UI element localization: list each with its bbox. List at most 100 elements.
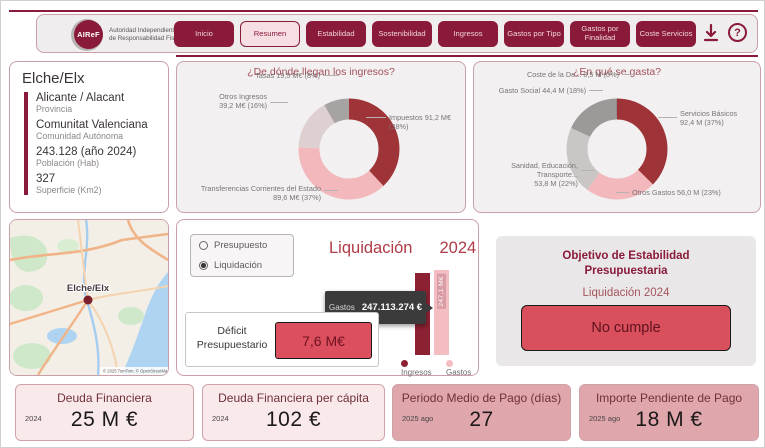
label-connector: [324, 190, 338, 191]
help-icon[interactable]: ?: [728, 23, 747, 42]
kpi-period: 2025 ago: [402, 414, 434, 423]
liquidacion-year: 2024: [439, 239, 477, 257]
kpi-title: Importe Pendiente de Pago: [595, 391, 743, 405]
label-sanidad: Sanidad, Educación, Transporte... 53,8 M…: [511, 161, 578, 189]
kpi-period: 2025 ago: [589, 414, 621, 423]
bar-chart-legend: Ingresos Gastos: [401, 359, 478, 377]
label-impuestos: Impuestos 91,2 M€ (38%): [389, 113, 452, 132]
gastos-chart-title: ¿En qué se gasta?: [572, 66, 662, 78]
map-marker-icon[interactable]: [83, 295, 93, 305]
kpi-importe-pendiente: Importe Pendiente de Pago 2025 ago 18 M …: [579, 384, 759, 441]
legend-ingresos: Ingresos: [401, 359, 438, 377]
map-road: [10, 298, 89, 326]
nav-estabilidad[interactable]: Estabilidad: [306, 21, 366, 47]
legend-gastos: Gastos: [445, 359, 478, 377]
stability-title: Objetivo de Estabilidad Presupuestaria: [562, 250, 690, 277]
ingresos-donut-chart[interactable]: [296, 96, 402, 202]
nav-gastos-finalidad[interactable]: Gastos por Finalidad: [570, 21, 630, 47]
map-road: [87, 299, 119, 375]
radio-unselected-icon[interactable]: [199, 241, 208, 250]
gastos-dot-icon: [445, 360, 453, 367]
liquidacion-title: Liquidación 2024: [329, 239, 476, 258]
poblacion-label: Población (Hab): [36, 158, 100, 168]
entity-name: Elche/Elx: [22, 70, 85, 87]
gastos-bar[interactable]: 247,1 M€: [434, 270, 449, 355]
stability-status-button[interactable]: No cumple: [521, 305, 731, 351]
nav-buttons: Inicio Resumen Estabilidad Sostenibilida…: [174, 21, 696, 47]
map[interactable]: Elche/Elx © 2025 TomTom, © OpenStreetMap: [10, 220, 168, 375]
map-road: [87, 285, 168, 301]
kpi-title: Deuda Financiera per cápita: [218, 391, 369, 405]
top-rule: [9, 10, 758, 12]
label-otros-gastos: Otros Gastos 56,0 M (23%): [632, 188, 721, 197]
nav-coste-servicios[interactable]: Coste Servicios: [636, 21, 696, 47]
kpi-period: 2024: [25, 414, 42, 423]
nav-sostenibilidad[interactable]: Sostenibilidad: [372, 21, 432, 47]
label-tasas: Tasas 19,5 M€ (8%): [255, 71, 320, 80]
superficie-label: Superficie (Km2): [36, 185, 102, 195]
map-road: [77, 220, 89, 301]
tooltip-value: 247.113.274 €: [361, 302, 423, 313]
map-attribution: © 2025 TomTom, © OpenStreetMap: [103, 369, 168, 374]
scenario-selector: Presupuesto Liquidación: [190, 234, 294, 277]
label-connector: [616, 192, 629, 193]
radio-presupuesto[interactable]: Presupuesto: [199, 240, 285, 251]
comunidad-label: Comunidad Autónoma: [36, 131, 124, 141]
liquidacion-card: Presupuesto Liquidación Liquidación 2024…: [176, 219, 479, 377]
label-transferencias: Transferencias Corrientes del Estado 89,…: [200, 184, 321, 203]
kpi-period: 2024: [212, 414, 229, 423]
map-green-area: [118, 307, 144, 325]
kpi-title: Deuda Financiera: [57, 391, 152, 405]
label-connector: [581, 170, 595, 171]
label-connector: [270, 102, 288, 103]
map-card: Elche/Elx © 2025 TomTom, © OpenStreetMap: [9, 219, 169, 376]
radio-selected-icon[interactable]: [199, 261, 208, 270]
label-connector: [622, 74, 636, 75]
map-road: [10, 232, 168, 262]
kpi-deuda-per-capita: Deuda Financiera per cápita 2024 102 €: [202, 384, 385, 441]
map-attribution-bg: [100, 367, 168, 375]
kpi-value: 18 M €: [635, 408, 703, 431]
nav-inicio[interactable]: Inicio: [174, 21, 234, 47]
airef-logo-icon: AIReF: [71, 19, 103, 51]
map-road: [126, 220, 168, 262]
nav-gastos-tipo[interactable]: Gastos por Tipo: [504, 21, 564, 47]
ingresos-chart-card: ¿De dónde llegan los ingresos? Tasas 19,…: [176, 61, 466, 213]
entity-item-poblacion: 243.128 (año 2024) Población (Hab): [36, 146, 168, 168]
map-sea: [122, 272, 168, 375]
radio-presupuesto-label: Presupuesto: [214, 240, 268, 251]
deficit-value: 7,6 M€: [275, 322, 372, 359]
label-connector: [323, 75, 339, 76]
airef-logo: AIReF Autoridad Independiente de Respons…: [71, 19, 183, 51]
deficit-box: Déficit Presupuestario 7,6 M€: [185, 312, 379, 367]
ingresos-chart-title: ¿De dónde llegan los ingresos?: [247, 66, 395, 78]
nav-ingresos[interactable]: Ingresos: [438, 21, 498, 47]
map-green-area: [10, 285, 43, 311]
radio-liquidacion[interactable]: Liquidación: [199, 260, 285, 271]
kpi-periodo-medio-pago: Periodo Medio de Pago (días) 2025 ago 27: [392, 384, 571, 441]
kpi-value: 27: [469, 408, 494, 431]
entity-item-comunidad: Comunitat Valenciana Comunidad Autónoma: [36, 119, 168, 141]
gastos-donut-chart[interactable]: [564, 96, 670, 202]
label-connector: [658, 117, 677, 118]
label-connector: [366, 117, 386, 118]
navbar: AIReF Autoridad Independiente de Respons…: [36, 14, 758, 53]
entity-item-superficie: 327 Superficie (Km2): [36, 173, 168, 195]
deficit-label: Déficit Presupuestario: [196, 325, 268, 351]
map-marker-label: Elche/Elx: [67, 283, 110, 294]
airef-logo-acronym: AIReF: [74, 20, 103, 49]
label-connector: [589, 90, 603, 91]
map-green-area: [13, 343, 51, 369]
label-coste-deuda: Coste de la De... 0,5 M (0%): [526, 70, 619, 79]
download-icon[interactable]: [703, 23, 719, 42]
entity-card: Elche/Elx Alicante / Alacant Provincia C…: [9, 61, 169, 213]
kpi-value: 25 M €: [70, 408, 139, 431]
liquidacion-title-text: Liquidación: [329, 239, 413, 257]
entity-item-provincia: Alicante / Alacant Provincia: [36, 92, 168, 114]
kpi-value: 102 €: [265, 408, 322, 431]
map-road: [36, 299, 90, 375]
label-gasto-social: Gasto Social 44,4 M (18%): [498, 86, 586, 95]
nav-resumen[interactable]: Resumen: [240, 21, 300, 47]
comunidad-value: Comunitat Valenciana: [36, 119, 148, 131]
stability-subtitle: Liquidación 2024: [582, 286, 670, 299]
